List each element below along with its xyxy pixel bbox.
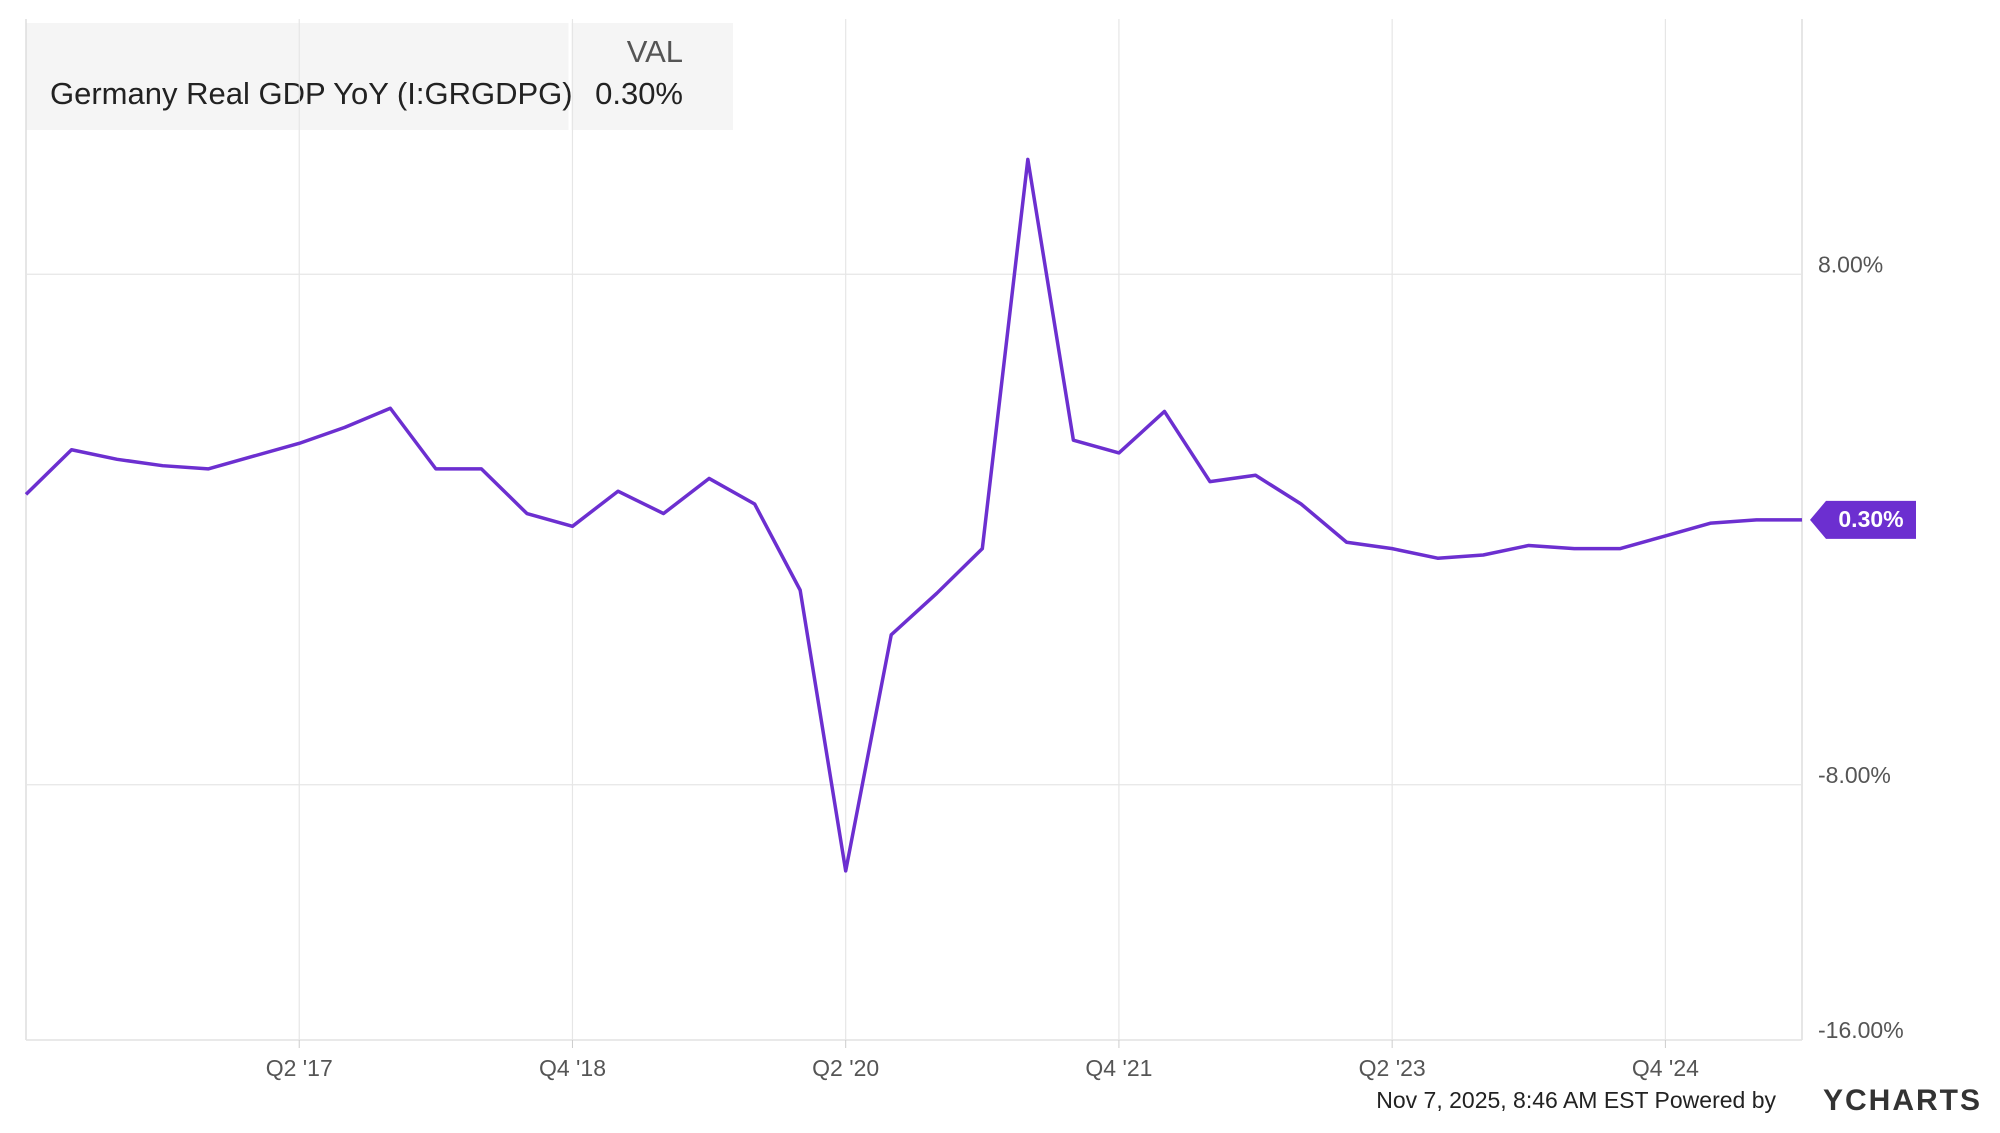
footer-timestamp: Nov 7, 2025, 8:46 AM EST Powered by: [1376, 1087, 1776, 1113]
legend-value: 0.30%: [595, 76, 683, 111]
y-tick-label: -16.00%: [1818, 1017, 1904, 1043]
x-tick-label: Q4 '24: [1632, 1055, 1699, 1081]
legend-box: [26, 23, 733, 130]
y-tick-label: -8.00%: [1818, 762, 1891, 788]
series-line: [24, 157, 1802, 873]
x-tick-label: Q2 '20: [812, 1055, 879, 1081]
x-tick-label: Q2 '17: [266, 1055, 333, 1081]
y-tick-label: 8.00%: [1818, 251, 1883, 277]
x-tick-label: Q4 '18: [539, 1055, 606, 1081]
footer-brand: YCHARTS: [1823, 1084, 1982, 1117]
x-tick-label: Q2 '23: [1359, 1055, 1426, 1081]
legend-header: VAL: [627, 34, 683, 69]
legend-series-name: Germany Real GDP YoY (I:GRGDPG): [50, 76, 573, 111]
last-value-tag: [1810, 500, 1916, 539]
last-value-label: 0.30%: [1838, 506, 1903, 532]
x-tick-label: Q4 '21: [1085, 1055, 1152, 1081]
